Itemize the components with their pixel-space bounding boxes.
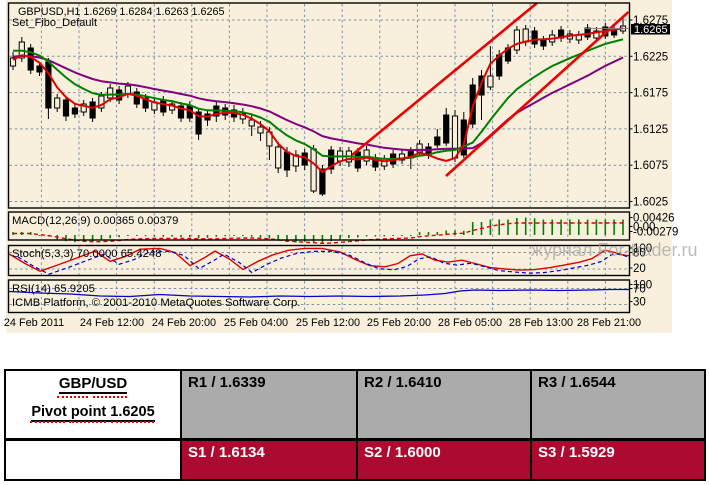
svg-text:24 Feb 12:00: 24 Feb 12:00 xyxy=(80,317,144,329)
svg-text:1.6225: 1.6225 xyxy=(633,51,668,63)
svg-text:1.6265: 1.6265 xyxy=(634,24,668,36)
svg-text:RSI(14) 65.9205: RSI(14) 65.9205 xyxy=(12,283,95,295)
svg-text:0.00426: 0.00426 xyxy=(633,213,675,225)
svg-text:28 Feb 05:00: 28 Feb 05:00 xyxy=(438,317,502,329)
svg-text:1.6075: 1.6075 xyxy=(633,160,668,172)
svg-text:Set_Fibo_Default: Set_Fibo_Default xyxy=(12,17,97,29)
svg-text:24 Feb 20:00: 24 Feb 20:00 xyxy=(152,317,216,329)
svg-text:100: 100 xyxy=(633,243,652,255)
svg-text:MACD(12,26,9) 0.00365 0.00379: MACD(12,26,9) 0.00365 0.00379 xyxy=(12,215,178,227)
svg-text:28 Feb 21:00: 28 Feb 21:00 xyxy=(577,317,641,329)
svg-text:1.6175: 1.6175 xyxy=(633,88,668,100)
svg-text:GBPUSD,H1 1.6269 1.6284 1.626: GBPUSD,H1 1.6269 1.6284 1.6263 1.6265 xyxy=(18,6,225,18)
svg-text:30: 30 xyxy=(633,297,646,309)
svg-text:70: 70 xyxy=(633,284,646,296)
svg-text:0.00: 0.00 xyxy=(633,221,655,233)
svg-text:100: 100 xyxy=(633,280,652,292)
svg-text:1.6025: 1.6025 xyxy=(633,197,668,209)
svg-text:1.6125: 1.6125 xyxy=(633,124,668,136)
svg-text:24 Feb 2011: 24 Feb 2011 xyxy=(4,317,64,329)
svg-text:25 Feb 04:00: 25 Feb 04:00 xyxy=(224,317,288,329)
svg-text:80: 80 xyxy=(633,248,646,260)
svg-text:ICMB Platform, © 2001-2010 Met: ICMB Platform, © 2001-2010 MetaQuotes So… xyxy=(12,297,300,309)
svg-text:20: 20 xyxy=(633,263,646,275)
svg-text:журнал For-trader.ru: журнал For-trader.ru xyxy=(531,240,698,260)
svg-text:28 Feb 13:00: 28 Feb 13:00 xyxy=(509,317,573,329)
svg-text:25 Feb 20:00: 25 Feb 20:00 xyxy=(367,317,431,329)
svg-text:-0.00279: -0.00279 xyxy=(633,227,678,239)
svg-text:Stoch(5,3,3) 70.0000 65.4248: Stoch(5,3,3) 70.0000 65.4248 xyxy=(12,248,162,260)
svg-text:25 Feb 12:00: 25 Feb 12:00 xyxy=(296,317,360,329)
